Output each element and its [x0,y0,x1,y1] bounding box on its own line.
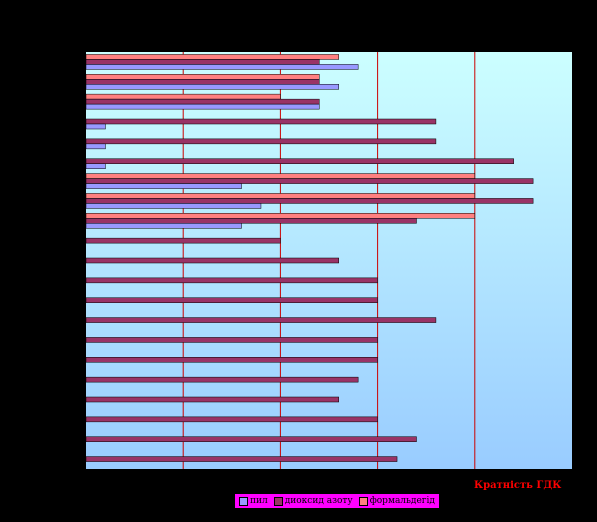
bar-dust [85,143,106,150]
bar-dust [85,103,320,110]
bar-nitrogen-dioxide [85,237,281,244]
legend-item-nitrogen-dioxide: диоксид азоту [273,496,353,506]
bar-formaldehyde [85,193,476,199]
bar-nitrogen-dioxide [85,79,320,85]
bar-dust [85,123,106,130]
bar-formaldehyde [85,54,339,60]
legend-item-formaldehyde: формальдегід [358,496,435,506]
legend-swatch-formaldehyde [358,496,368,506]
bar-nitrogen-dioxide [85,158,514,164]
bar-dust [85,223,242,229]
bar-nitrogen-dioxide [85,396,339,403]
bar-dust [85,84,339,90]
bar-nitrogen-dioxide [85,257,339,264]
legend-label-dust: пил [250,496,268,506]
legend-swatch-nitrogen-dioxide [273,496,283,506]
bar-formaldehyde [85,213,476,219]
legend: пил диоксид азоту формальдегід [234,493,440,509]
legend-swatch-dust [239,496,248,506]
bar-nitrogen-dioxide [85,436,417,442]
bar-nitrogen-dioxide [85,98,320,105]
bar-nitrogen-dioxide [85,198,534,204]
bar-nitrogen-dioxide [85,138,437,145]
bar-nitrogen-dioxide [85,297,378,303]
legend-label-formaldehyde: формальдегід [369,496,435,506]
bar-nitrogen-dioxide [85,456,398,462]
bar-dust [85,64,359,70]
bar-dust [85,183,242,189]
bar-formaldehyde [85,74,320,80]
legend-item-dust: пил [239,496,268,506]
bar-dust [85,163,106,169]
bar-nitrogen-dioxide [85,218,417,224]
bar-nitrogen-dioxide [85,376,359,383]
bar-nitrogen-dioxide [85,178,534,184]
legend-label-nitrogen-dioxide: диоксид азоту [284,496,353,506]
bar-nitrogen-dioxide [85,317,437,323]
bar-nitrogen-dioxide [85,337,378,343]
bar-nitrogen-dioxide [85,357,378,363]
bar-formaldehyde [85,173,476,179]
bars [85,54,534,462]
bar-formaldehyde [85,93,281,100]
annotation-text: Кратність ГДК [474,480,562,491]
bar-nitrogen-dioxide [85,118,437,125]
bar-dust [85,203,262,209]
bar-nitrogen-dioxide [85,416,378,423]
bar-nitrogen-dioxide [85,59,320,65]
bar-nitrogen-dioxide [85,277,378,284]
